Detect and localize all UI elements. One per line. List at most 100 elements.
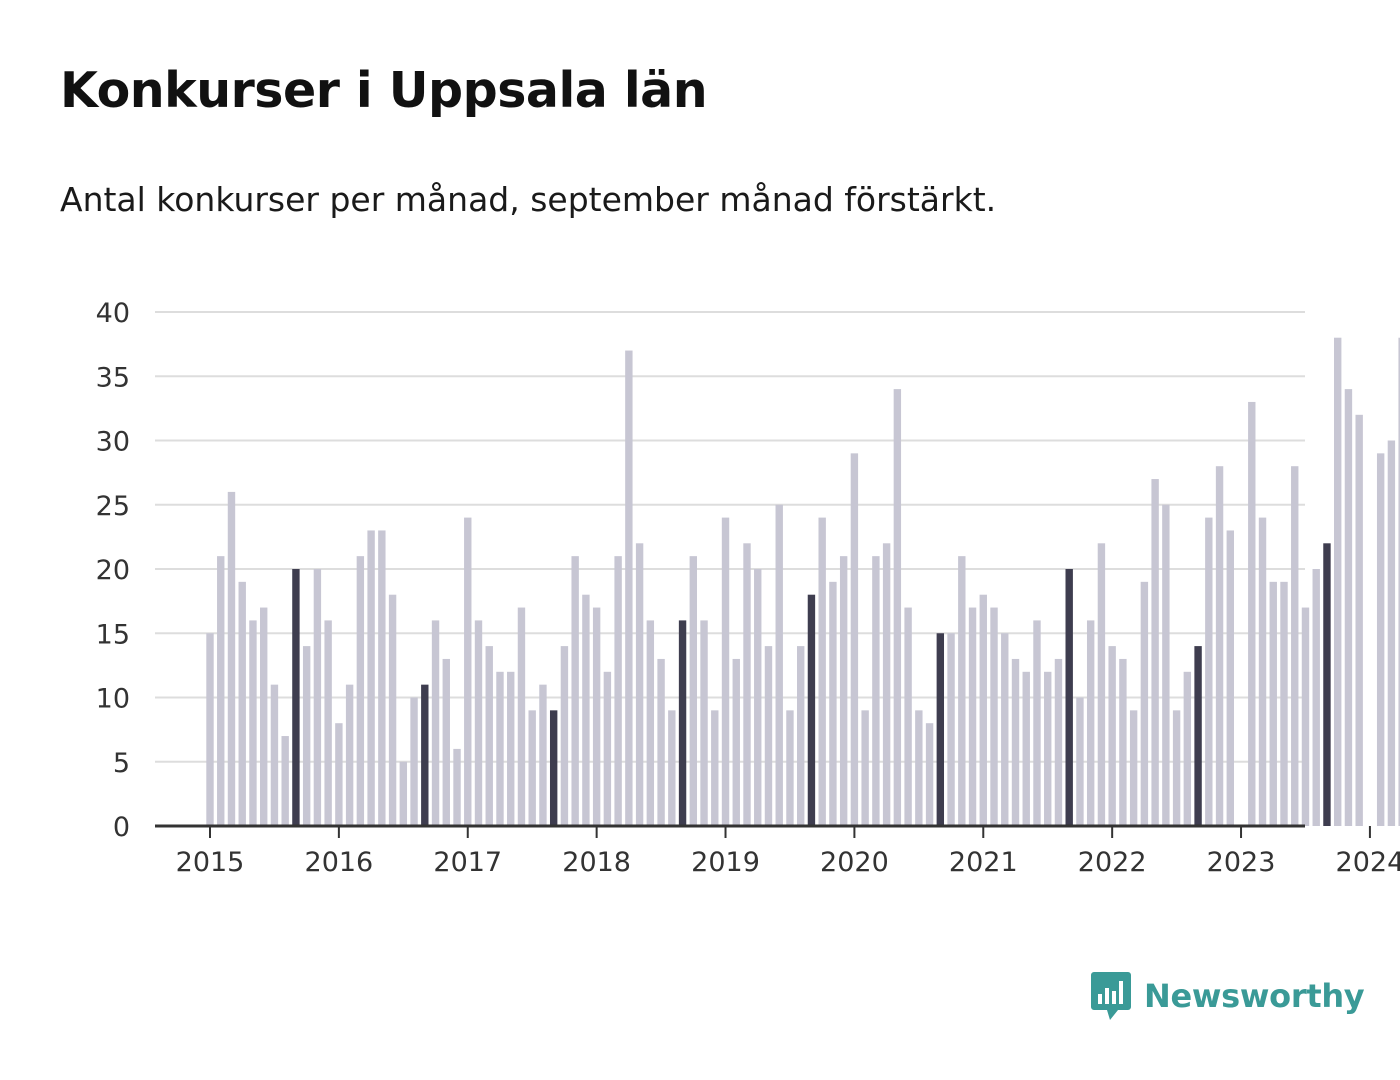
bar [625, 350, 633, 826]
bar [313, 569, 322, 826]
bar [1194, 646, 1202, 826]
bar [743, 543, 751, 826]
bar [904, 607, 912, 826]
chart-title: Konkurser i Uppsala län [60, 62, 708, 119]
bar [496, 671, 504, 826]
bar [474, 620, 483, 826]
bar [464, 517, 472, 826]
bar [990, 607, 998, 826]
bar [1344, 389, 1353, 826]
bar [979, 594, 987, 826]
bar [206, 633, 214, 826]
bar [1376, 453, 1385, 826]
x-tick-label: 2017 [433, 847, 502, 878]
bar [882, 543, 891, 826]
x-tick-label: 2015 [176, 847, 245, 878]
bar [1054, 658, 1063, 826]
x-tick-label: 2016 [305, 847, 374, 878]
bar [1001, 633, 1009, 826]
y-tick-label: 0 [113, 812, 130, 843]
bar [1044, 671, 1052, 826]
labels: 0 5 10 15 20 25 30 35 40 2015 2016 2017 2018 2019 2020… [96, 298, 1400, 878]
bar [1033, 620, 1041, 826]
bar [1022, 671, 1030, 826]
bar [1183, 671, 1192, 826]
y-tick-label: 35 [96, 362, 130, 393]
y-tick-label: 30 [96, 427, 130, 458]
bar [388, 594, 397, 826]
bar [797, 646, 805, 826]
bar [764, 646, 773, 826]
x-tick-label: 2018 [562, 847, 631, 878]
bar [1248, 401, 1256, 826]
bar [850, 453, 859, 826]
bar [936, 633, 945, 826]
bar [442, 658, 450, 826]
bar [1291, 466, 1299, 826]
bar [485, 646, 493, 826]
bar [775, 504, 783, 826]
bar [1312, 569, 1320, 826]
bar [635, 543, 644, 826]
bar [1086, 620, 1095, 826]
bar [324, 620, 332, 826]
y-tick-label: 40 [96, 298, 130, 329]
bar [1226, 530, 1234, 826]
x-tick-label: 2023 [1207, 847, 1276, 878]
bar [582, 594, 590, 826]
bar [1301, 607, 1310, 826]
bar [947, 633, 955, 826]
bar [786, 710, 794, 826]
y-tick-label: 10 [96, 684, 130, 715]
bar [614, 556, 622, 826]
bar [1355, 414, 1363, 826]
bar [507, 671, 515, 826]
bar [217, 556, 225, 826]
bar [238, 581, 246, 826]
bar [1065, 569, 1073, 826]
bar [958, 556, 966, 826]
bar [1129, 710, 1138, 826]
y-tick-label: 20 [96, 555, 130, 586]
bar [861, 710, 869, 826]
bar [818, 517, 826, 826]
bars [206, 337, 1400, 826]
bar [270, 684, 279, 826]
bar [431, 620, 440, 826]
bar [1269, 581, 1277, 826]
bar [571, 556, 579, 826]
bar [356, 556, 365, 826]
bar [1323, 543, 1331, 826]
bar [592, 607, 601, 826]
x-tick-label: 2022 [1078, 847, 1147, 878]
y-tick-label: 5 [113, 748, 130, 779]
bar [872, 556, 880, 826]
bar [335, 723, 343, 826]
bar [549, 710, 558, 826]
bar [528, 710, 536, 826]
bar [754, 569, 762, 826]
y-tick-label: 25 [96, 491, 130, 522]
bar [1205, 517, 1213, 826]
bar [1151, 479, 1159, 826]
bar [1387, 440, 1396, 826]
x-tick-label: 2020 [820, 847, 889, 878]
bar [915, 710, 923, 826]
bar [829, 581, 837, 826]
bar [925, 723, 934, 826]
bar [453, 748, 461, 826]
bar [1011, 658, 1020, 826]
bar [689, 556, 697, 826]
x-tick-label: 2021 [949, 847, 1018, 878]
bar [345, 684, 354, 826]
bar [1097, 543, 1106, 826]
chart-subtitle: Antal konkurser per månad, september mån… [60, 180, 997, 219]
bar [1280, 581, 1288, 826]
gridlines [155, 311, 1305, 763]
bar [1140, 581, 1149, 826]
bar [657, 658, 665, 826]
bar [421, 684, 429, 826]
bar [603, 671, 612, 826]
bar [807, 594, 816, 826]
